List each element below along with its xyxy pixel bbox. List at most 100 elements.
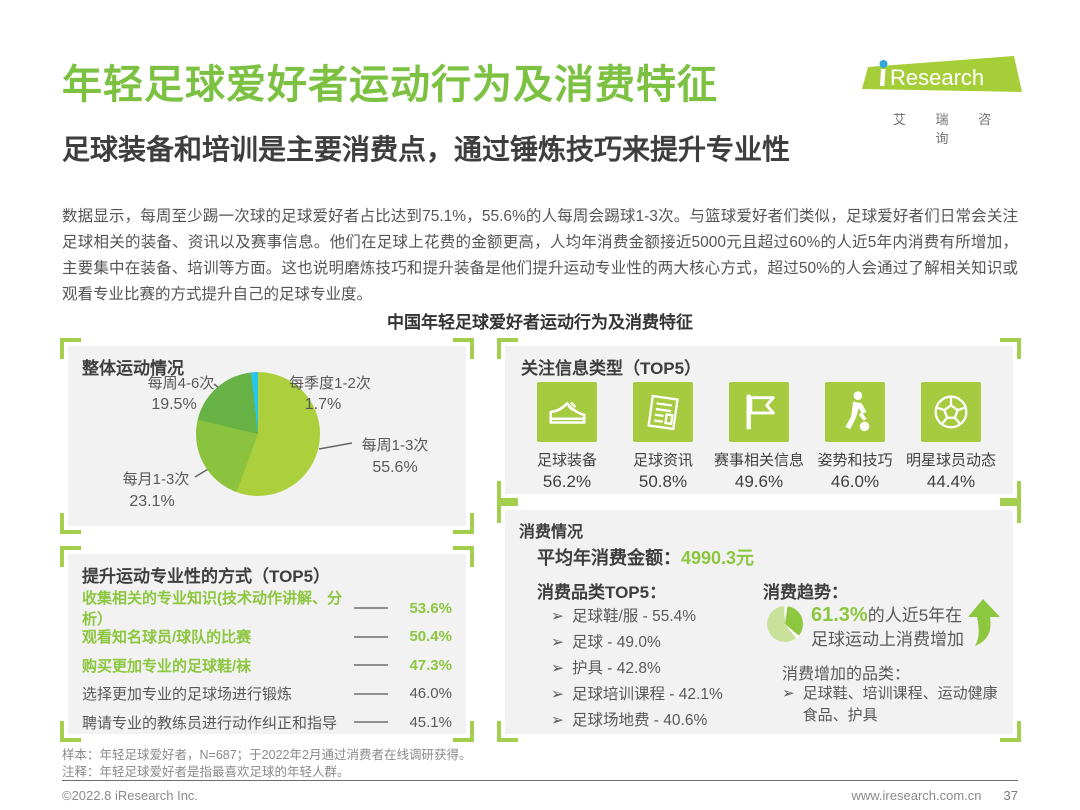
arrow-bullet-icon: ➢ [551, 608, 564, 625]
arrow-bullet-icon: ➢ [551, 686, 564, 703]
corner-bracket [60, 513, 81, 534]
info-item-value: 46.0% [830, 472, 880, 491]
corner-bracket [497, 721, 518, 742]
panel-info-types: 关注信息类型（TOP5） 足球装备 56.2% [497, 338, 1021, 502]
way-row: 聘请专业的教练员进行动作纠正和指导 45.1% [82, 708, 452, 737]
info-item-news: 足球资讯 50.8% [615, 382, 711, 492]
info-item-matches: 赛事相关信息 49.6% [711, 382, 807, 492]
corner-bracket [60, 338, 81, 359]
top5-item: ➢ 足球鞋/服 - 55.4% [551, 604, 723, 630]
corner-bracket [497, 502, 518, 523]
corner-bracket [1000, 721, 1021, 742]
way-row: 选择更加专业的足球场进行锻炼 46.0% [82, 680, 452, 709]
increase-item: ➢ 足球鞋、培训课程、运动健康食品、护具 [782, 683, 1000, 727]
top5-item: ➢ 足球场地费 - 40.6% [551, 708, 723, 734]
pie-label-weekly46: 每周4-6次 [147, 375, 215, 392]
increase-item-text: 足球鞋、培训课程、运动健康食品、护具 [802, 685, 998, 724]
panel-activity: 整体运动情况 每周4-6次 19.5% 每季度1-2次 1.7% 每周1-3次 … [60, 338, 474, 534]
shoe-icon [537, 382, 597, 442]
corner-bracket [1000, 502, 1021, 523]
info-item-label: 姿势和技巧 [817, 452, 893, 469]
top5-title: 消费品类TOP5： [537, 583, 667, 602]
info-item-value: 44.4% [926, 472, 976, 491]
footnote-note: 注释：年轻足球爱好者是指最喜欢足球的年轻人群。 [62, 765, 350, 779]
top5-list: ➢ 足球鞋/服 - 55.4% ➢ 足球 - 49.0% ➢ 护具 - 42.8% ➢… [551, 604, 723, 734]
pie-label-weekly13: 每周1-3次 [361, 437, 429, 454]
up-arrow-icon [959, 598, 1001, 653]
info-item-stars: 明星球员动态 44.4% [903, 382, 999, 492]
info-item-label: 赛事相关信息 [713, 452, 804, 469]
info-item-label: 足球装备 [536, 452, 597, 469]
info-item-label: 明星球员动态 [905, 452, 996, 469]
ways-list: 收集相关的专业知识(技术动作讲解、分析） 53.6% 观看知名球员/球队的比赛 … [82, 590, 452, 737]
way-row: 购买更加专业的足球鞋/袜 47.3% [82, 651, 452, 680]
panel-ways: 提升运动专业性的方式（TOP5） 收集相关的专业知识(技术动作讲解、分析） 53… [60, 546, 474, 742]
arrow-bullet-icon: ➢ [782, 685, 795, 702]
footer: ©2022.8 iResearch Inc. www.iresearch.com… [62, 788, 1018, 803]
logo-cn-text: 艾 瑞 咨 询 [892, 112, 1005, 146]
corner-bracket [453, 513, 474, 534]
panel-info-types-body: 关注信息类型（TOP5） 足球装备 56.2% [505, 346, 1013, 494]
footer-site-url: www.iresearch.com.cn [851, 788, 982, 803]
arrow-bullet-icon: ➢ [551, 712, 564, 729]
top5-item: ➢ 护具 - 42.8% [551, 656, 723, 682]
soccer-ball-icon [921, 382, 981, 442]
iresearch-logo: Research 艾 瑞 咨 询 [862, 56, 1022, 147]
dash-line [354, 664, 388, 667]
pie-value-monthly13: 23.1% [129, 493, 175, 510]
pie-value-weekly13: 55.6% [372, 459, 418, 476]
way-label: 聘请专业的教练员进行动作纠正和指导 [82, 714, 338, 732]
way-label: 收集相关的专业知识(技术动作讲解、分析） [82, 590, 342, 629]
panel-consumption-title: 消费情况 [519, 524, 584, 541]
pie-chart-icon [767, 606, 803, 642]
info-item-value: 50.8% [638, 472, 688, 491]
way-row: 收集相关的专业知识(技术动作讲解、分析） 53.6% [82, 590, 452, 628]
dash-line [354, 607, 388, 610]
increase-title: 消费增加的品类： [782, 666, 911, 683]
pie-value-quarterly12: 1.7% [304, 396, 342, 413]
panel-ways-body: 提升运动专业性的方式（TOP5） 收集相关的专业知识(技术动作讲解、分析） 53… [68, 554, 466, 734]
top5-item: ➢ 足球培训课程 - 42.1% [551, 682, 723, 708]
corner-bracket [1000, 338, 1021, 359]
info-item-value: 49.6% [734, 472, 784, 491]
footer-divider [62, 780, 1018, 781]
way-row: 观看知名球员/球队的比赛 50.4% [82, 623, 452, 652]
info-item-value: 56.2% [542, 472, 592, 491]
corner-bracket [497, 481, 518, 502]
section-title: 中国年轻足球爱好者运动行为及消费特征 [387, 313, 693, 332]
corner-bracket [60, 546, 81, 567]
footer-copyright: ©2022.8 iResearch Inc. [62, 788, 199, 803]
trend-text: 的人近5年在足球运动上消费增加 [811, 606, 964, 649]
page-number: 37 [1003, 788, 1018, 803]
way-label: 观看知名球员/球队的比赛 [82, 629, 252, 647]
corner-bracket [453, 338, 474, 359]
trend-statement: 61.3%的人近5年在足球运动上消费增加 [811, 603, 979, 652]
top5-item: ➢ 足球 - 49.0% [551, 630, 723, 656]
pie-label-quarterly12: 每季度1-2次 [289, 375, 371, 392]
dash-line [354, 692, 388, 695]
top5-item-text: 足球培训课程 - 42.1% [572, 686, 723, 703]
intro-paragraph: 数据显示，每周至少踢一次球的足球爱好者占比达到75.1%，55.6%的人每周会踢… [62, 207, 1018, 303]
activity-pie [196, 372, 320, 496]
panel-consumption-body: 消费情况 平均年消费金额：4990.3元 消费品类TOP5： ➢ 足球鞋/服 - … [505, 510, 1013, 734]
panel-activity-body: 整体运动情况 每周4-6次 19.5% 每季度1-2次 1.7% 每周1-3次 … [68, 346, 466, 526]
top5-item-text: 护具 - 42.8% [572, 660, 661, 677]
corner-bracket [453, 721, 474, 742]
way-value: 45.1% [409, 713, 452, 731]
arrow-bullet-icon: ➢ [551, 634, 564, 651]
way-value: 53.6% [409, 599, 452, 617]
corner-bracket [453, 546, 474, 567]
panel-info-types-title: 关注信息类型（TOP5） [521, 359, 702, 378]
footnote-sample: 样本：年轻足球爱好者，N=687；于2022年2月通过消费者在线调研获得。 [62, 748, 472, 762]
page-subtitle: 足球装备和培训是主要消费点，通过锤炼技巧来提升专业性 [62, 134, 791, 165]
corner-bracket [1000, 481, 1021, 502]
way-label: 选择更加专业的足球场进行锻炼 [82, 686, 293, 704]
info-items-row: 足球装备 56.2% 足球资讯 50.8% [519, 382, 999, 492]
info-item-skills: 姿势和技巧 46.0% [807, 382, 903, 492]
panel-consumption: 消费情况 平均年消费金额：4990.3元 消费品类TOP5： ➢ 足球鞋/服 - … [497, 502, 1021, 742]
avg-spend-label: 平均年消费金额： [537, 548, 681, 568]
trend-percentage: 61.3% [811, 604, 868, 626]
panel-activity-title: 整体运动情况 [82, 359, 184, 378]
way-label: 购买更加专业的足球鞋/袜 [82, 657, 252, 675]
